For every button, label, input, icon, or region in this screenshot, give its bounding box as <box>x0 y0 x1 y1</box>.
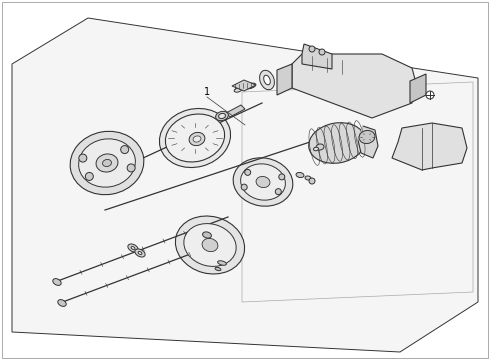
Ellipse shape <box>202 232 211 238</box>
Ellipse shape <box>128 244 138 252</box>
Ellipse shape <box>202 238 218 252</box>
Ellipse shape <box>96 154 118 172</box>
Text: 1: 1 <box>204 87 210 97</box>
Circle shape <box>79 154 87 162</box>
Ellipse shape <box>218 261 226 265</box>
Ellipse shape <box>296 172 304 177</box>
Polygon shape <box>410 74 426 103</box>
Circle shape <box>319 49 325 55</box>
Polygon shape <box>226 105 245 117</box>
Ellipse shape <box>78 139 135 187</box>
Ellipse shape <box>241 164 285 200</box>
Ellipse shape <box>70 131 144 195</box>
Circle shape <box>309 178 315 184</box>
Circle shape <box>426 91 434 99</box>
Ellipse shape <box>189 132 205 145</box>
Polygon shape <box>392 123 467 170</box>
Circle shape <box>245 169 251 175</box>
Circle shape <box>309 46 315 52</box>
Ellipse shape <box>131 247 135 249</box>
Ellipse shape <box>264 75 270 85</box>
Ellipse shape <box>53 279 61 285</box>
Ellipse shape <box>305 176 311 180</box>
Ellipse shape <box>256 176 270 188</box>
Ellipse shape <box>184 224 236 266</box>
Ellipse shape <box>216 111 228 121</box>
Polygon shape <box>302 44 332 69</box>
Ellipse shape <box>102 159 111 167</box>
Ellipse shape <box>359 130 375 144</box>
Ellipse shape <box>244 83 256 89</box>
Circle shape <box>241 184 247 190</box>
Circle shape <box>85 172 93 180</box>
Ellipse shape <box>314 147 318 151</box>
Ellipse shape <box>233 158 293 206</box>
Ellipse shape <box>193 136 201 142</box>
Polygon shape <box>277 64 292 95</box>
Circle shape <box>127 164 135 172</box>
Ellipse shape <box>215 267 221 271</box>
Ellipse shape <box>219 113 225 118</box>
Ellipse shape <box>166 114 224 162</box>
Ellipse shape <box>159 108 231 167</box>
Ellipse shape <box>309 123 365 163</box>
Circle shape <box>121 145 129 154</box>
Polygon shape <box>232 80 256 91</box>
Polygon shape <box>292 54 416 118</box>
Polygon shape <box>12 18 478 352</box>
Ellipse shape <box>316 144 324 150</box>
Ellipse shape <box>234 88 242 92</box>
Ellipse shape <box>175 216 245 274</box>
Ellipse shape <box>260 70 274 90</box>
Circle shape <box>275 189 281 195</box>
Ellipse shape <box>135 249 145 257</box>
Polygon shape <box>358 126 378 158</box>
Ellipse shape <box>138 252 142 255</box>
Ellipse shape <box>58 300 66 306</box>
Ellipse shape <box>248 85 252 87</box>
Circle shape <box>279 174 285 180</box>
